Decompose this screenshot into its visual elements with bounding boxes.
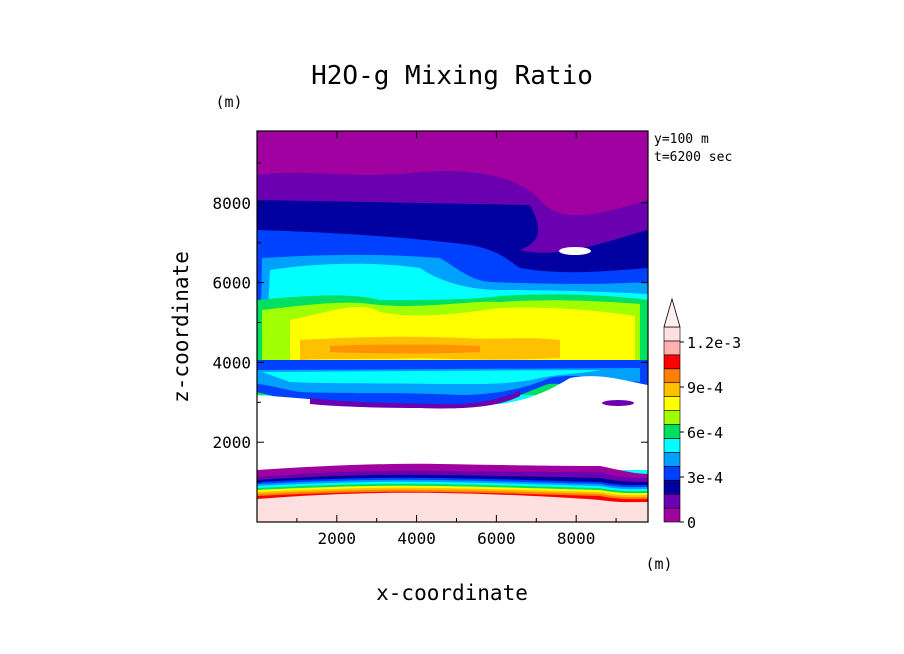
colorbar-label: 3e-4 — [687, 469, 723, 487]
colorbar-swatch — [663, 382, 681, 397]
colorbar-swatch — [663, 340, 681, 356]
colorbar-swatch — [663, 410, 681, 425]
x-tick-label: 4000 — [397, 529, 436, 548]
colorbar-swatch — [663, 424, 681, 439]
y-tick-label: 4000 — [212, 353, 251, 372]
info-line-y: y=100 m — [654, 132, 709, 147]
x-unit-label: (m) — [645, 555, 672, 573]
colorbar-swatch — [663, 465, 681, 481]
colorbar-swatch — [663, 396, 681, 411]
colorbar-label: 1.2e-3 — [687, 334, 741, 352]
chart-title: H2O-g Mixing Ratio — [311, 61, 593, 91]
colorbar-swatch — [663, 479, 681, 495]
colorbar-label: 9e-4 — [687, 379, 723, 397]
colorbar-swatch — [663, 326, 681, 342]
y-tick-label: 6000 — [212, 274, 251, 293]
plot-frame — [256, 130, 649, 523]
contour-field — [257, 131, 648, 522]
y-tick-label: 8000 — [212, 194, 251, 213]
x-tick-label: 2000 — [318, 529, 357, 548]
colorbar-swatch — [663, 452, 681, 467]
colorbar-extend-arrow — [663, 297, 681, 328]
colorbar-swatch — [663, 354, 681, 370]
colorbar-swatch — [663, 493, 681, 509]
colorbar-label: 0 — [687, 514, 696, 532]
plot-area: 2000 4000 6000 8000 2000 4000 6000 8000 — [212, 130, 649, 548]
x-tick-label: 8000 — [557, 529, 596, 548]
colorbar: 0 3e-4 6e-4 9e-4 1.2e-3 — [663, 297, 741, 532]
colorbar-swatch — [663, 507, 681, 523]
colorbar-label: 6e-4 — [687, 424, 723, 442]
y-axis-label: z-coordinate — [169, 251, 193, 403]
x-axis-label: x-coordinate — [376, 581, 528, 605]
axis-ticks: 2000 4000 6000 8000 2000 4000 6000 8000 — [212, 131, 648, 548]
colorbar-swatch — [663, 438, 681, 453]
y-unit-label: (m) — [215, 93, 242, 111]
info-line-t: t=6200 sec — [654, 150, 732, 165]
x-tick-label: 6000 — [477, 529, 516, 548]
y-tick-label: 2000 — [212, 433, 251, 452]
colorbar-swatch — [663, 368, 681, 384]
